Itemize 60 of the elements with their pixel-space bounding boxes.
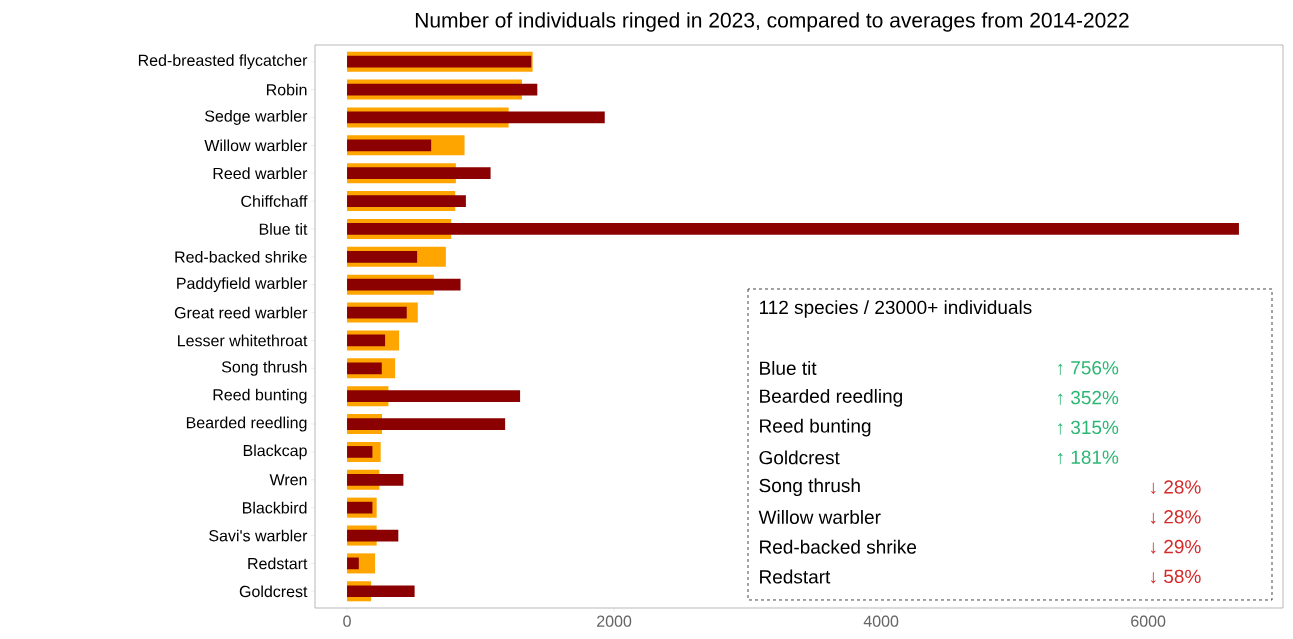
annotation: ↓ 28% [1151, 480, 1201, 495]
bar [347, 195, 466, 207]
annotation: ↓ 28% [1151, 510, 1201, 524]
y-tick-label: Blackbird [242, 501, 307, 514]
annotation: ↓ 58% [1151, 569, 1201, 584]
bar [347, 306, 407, 319]
bar [347, 473, 404, 486]
bar [347, 250, 418, 263]
bar [347, 83, 538, 96]
y-tick-label: Goldcrest [239, 585, 308, 598]
annotation: ↑ 181% [1058, 450, 1119, 465]
chart-title: Number of individuals ringed in 2023, compared to averages from 2014-2022 [415, 12, 1129, 32]
annotation: Goldcrest [759, 450, 840, 465]
x-tick-label: 0 [343, 615, 351, 627]
x-tick-label: 6000 [1131, 615, 1166, 627]
y-tick-label: Blackcap [243, 444, 307, 460]
annotation: ↑ 756% [1058, 361, 1119, 375]
bar [347, 167, 491, 180]
y-tick-label: Savi's warbler [209, 529, 308, 542]
bar [347, 111, 605, 124]
bar [347, 390, 521, 403]
y-tick-label: Song thrush [221, 360, 307, 376]
y-tick-label: Blue tit [259, 223, 308, 235]
y-tick-label: Sedge warbler [205, 110, 308, 125]
bar [347, 529, 399, 542]
annotation: Bearded reedling [760, 388, 902, 407]
annotation: Reed bunting [760, 418, 871, 437]
bar [347, 585, 415, 598]
y-tick-label: Red-breasted flycatcher [138, 54, 308, 70]
bar [347, 334, 386, 347]
annotation: Red-backed shrike [760, 539, 917, 554]
bar [347, 223, 1239, 235]
annotation: Song thrush [759, 478, 860, 497]
annotation: ↑ 352% [1058, 390, 1119, 405]
annotation: Willow warbler [758, 510, 881, 524]
x-tick-label: 4000 [863, 615, 899, 627]
bar [347, 139, 432, 152]
y-tick-label: Chiffchaff [241, 195, 308, 207]
bar [347, 362, 382, 375]
bar [347, 446, 373, 458]
y-tick-label: Bearded reedling [186, 416, 307, 432]
y-tick-label: Paddyfield warbler [177, 277, 308, 293]
y-tick-label: Reed bunting [213, 388, 307, 404]
annotation: Blue tit [760, 361, 817, 375]
bar [347, 278, 461, 291]
y-tick-label: Lesser whitethroat [178, 334, 308, 347]
annotation: ↑ 315% [1058, 420, 1119, 435]
bar [347, 557, 359, 570]
annotation: 112 species / 23000+ individuals [759, 300, 1032, 318]
x-tick-label: 2000 [597, 615, 632, 627]
y-tick-label: Robin [266, 83, 307, 96]
y-tick-label: Great reed warbler [174, 306, 308, 319]
y-tick-label: Willow warbler [204, 139, 308, 152]
annotation: ↓ 29% [1151, 539, 1201, 554]
annotation: Redstart [760, 569, 831, 584]
y-tick-label: Red-backed shrike [175, 250, 307, 263]
y-tick-label: Redstart [248, 557, 308, 570]
y-tick-label: Wren [269, 474, 307, 486]
bar [347, 418, 506, 430]
y-tick-label: Reed warbler [213, 167, 308, 180]
